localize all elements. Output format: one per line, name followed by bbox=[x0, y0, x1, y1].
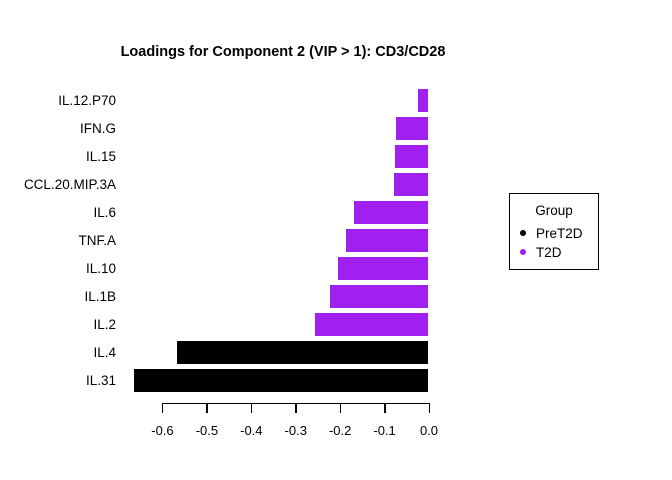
bar-t2d bbox=[314, 313, 429, 336]
x-axis-tick bbox=[428, 402, 430, 413]
y-axis-label: IL.2 bbox=[93, 317, 116, 332]
bar-t2d bbox=[329, 285, 429, 308]
y-axis-label: TNF.A bbox=[78, 233, 116, 248]
legend-title: Group bbox=[535, 203, 573, 218]
y-axis-label: IL.1B bbox=[84, 289, 116, 304]
y-axis-label: IL.12.P70 bbox=[58, 93, 116, 108]
legend-item-label: PreT2D bbox=[536, 225, 583, 241]
x-axis-tick bbox=[384, 402, 386, 413]
y-axis-label: CCL.20.MIP.3A bbox=[23, 177, 116, 192]
bar-t2d bbox=[345, 229, 429, 252]
x-axis-tick bbox=[295, 402, 297, 413]
y-axis-label: IL.15 bbox=[85, 149, 116, 164]
bar-pret2d bbox=[176, 341, 429, 364]
bar-t2d bbox=[353, 201, 429, 224]
x-axis-tick bbox=[206, 402, 208, 413]
legend-item-label: T2D bbox=[536, 244, 562, 260]
x-axis-tick bbox=[250, 402, 253, 413]
x-axis-tick-label: -0.4 bbox=[240, 422, 263, 438]
y-axis-label: IL.10 bbox=[85, 261, 116, 276]
chart-title: Loadings for Component 2 (VIP > 1): CD3/… bbox=[120, 44, 446, 60]
bar-t2d bbox=[417, 89, 429, 112]
x-axis-tick-label: -0.1 bbox=[373, 422, 396, 438]
x-axis-tick-label: -0.6 bbox=[151, 422, 174, 438]
bar-t2d bbox=[393, 173, 429, 196]
pret2d-marker-icon bbox=[520, 230, 526, 236]
bar-t2d bbox=[396, 117, 429, 140]
y-axis-label: IL.6 bbox=[93, 205, 116, 220]
legend-item-t2d: T2D bbox=[520, 244, 562, 260]
x-axis-tick-label: -0.3 bbox=[284, 422, 307, 438]
legend: Group PreT2D T2D bbox=[509, 193, 599, 270]
bar-t2d bbox=[337, 257, 429, 280]
x-axis-tick-label: -0.2 bbox=[328, 422, 352, 438]
x-axis-tick-label: -0.5 bbox=[195, 422, 219, 438]
y-axis-label: IL.31 bbox=[85, 373, 116, 388]
y-axis-label: IFN.G bbox=[80, 121, 116, 136]
t2d-marker-icon bbox=[520, 249, 526, 255]
legend-item-pret2d: PreT2D bbox=[520, 225, 583, 241]
x-axis-tick-label: 0.0 bbox=[419, 422, 439, 438]
bar-t2d bbox=[395, 145, 429, 168]
x-axis-tick bbox=[339, 402, 342, 413]
x-axis-tick bbox=[161, 402, 164, 413]
bar-pret2d bbox=[133, 369, 429, 392]
y-axis-label: IL.4 bbox=[93, 345, 116, 360]
